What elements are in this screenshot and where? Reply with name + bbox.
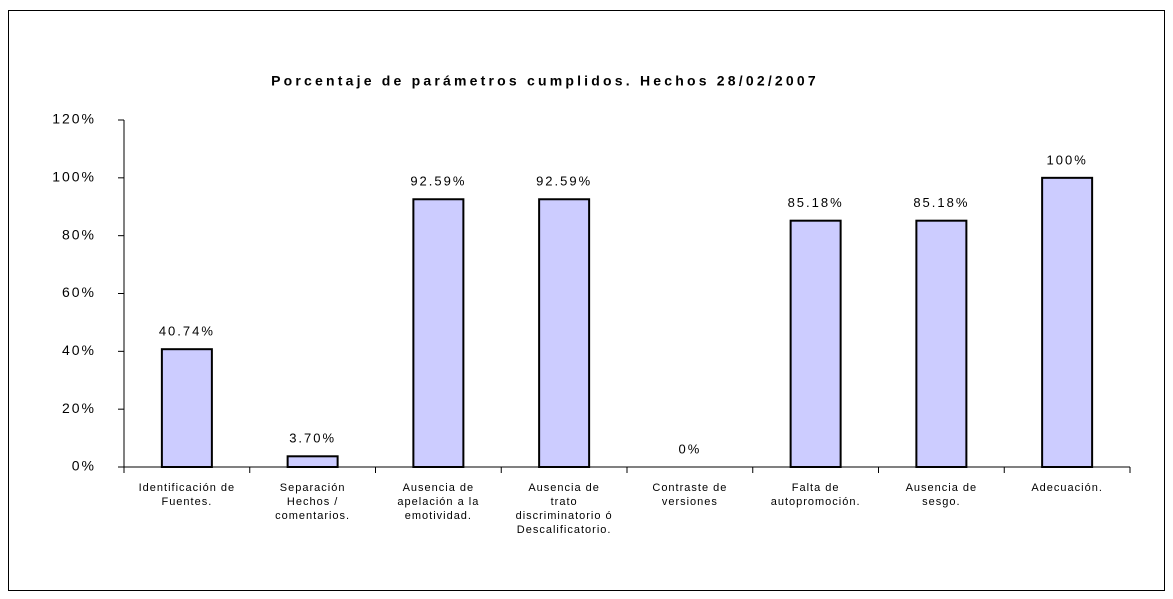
value-label: 92.59%	[410, 174, 466, 189]
chart-title: Porcentaje de parámetros cumplidos. Hech…	[271, 73, 819, 89]
bar	[286, 455, 339, 469]
x-tick-label: Identificación de Fuentes.	[139, 482, 236, 508]
bar	[160, 348, 213, 469]
y-tick-label: 100%	[52, 169, 96, 185]
x-tick-label: Separación Hechos / comentarios.	[275, 482, 350, 522]
value-label: 85.18%	[788, 195, 844, 210]
x-tick-label: Ausencia de trato discriminatorio ó Descali…	[516, 482, 613, 536]
x-tick-label: Ausencia de sesgo.	[906, 482, 978, 508]
value-label: 3.70%	[289, 431, 336, 446]
y-tick-label: 60%	[62, 284, 96, 300]
x-tick-label: Adecuación.	[1031, 482, 1103, 494]
value-label: 92.59%	[536, 174, 592, 189]
value-label: 40.74%	[159, 324, 215, 339]
bar	[789, 219, 842, 468]
value-label: 100%	[1047, 152, 1088, 167]
x-tick-label: Ausencia de apelación a la emotividad.	[397, 482, 479, 522]
bar	[915, 219, 968, 468]
y-tick-label: 20%	[62, 400, 96, 416]
bar	[1041, 176, 1094, 468]
y-tick-label: 0%	[72, 458, 96, 474]
y-tick-label: 120%	[52, 111, 96, 127]
bar	[538, 198, 591, 468]
x-tick-label: Contraste de versiones	[652, 482, 727, 508]
bar	[412, 198, 465, 468]
value-label: 0%	[678, 441, 701, 456]
value-label: 85.18%	[913, 195, 969, 210]
y-tick-label: 80%	[62, 226, 96, 242]
y-tick-label: 40%	[62, 342, 96, 358]
x-tick-label: Falta de autopromoción.	[771, 482, 861, 508]
